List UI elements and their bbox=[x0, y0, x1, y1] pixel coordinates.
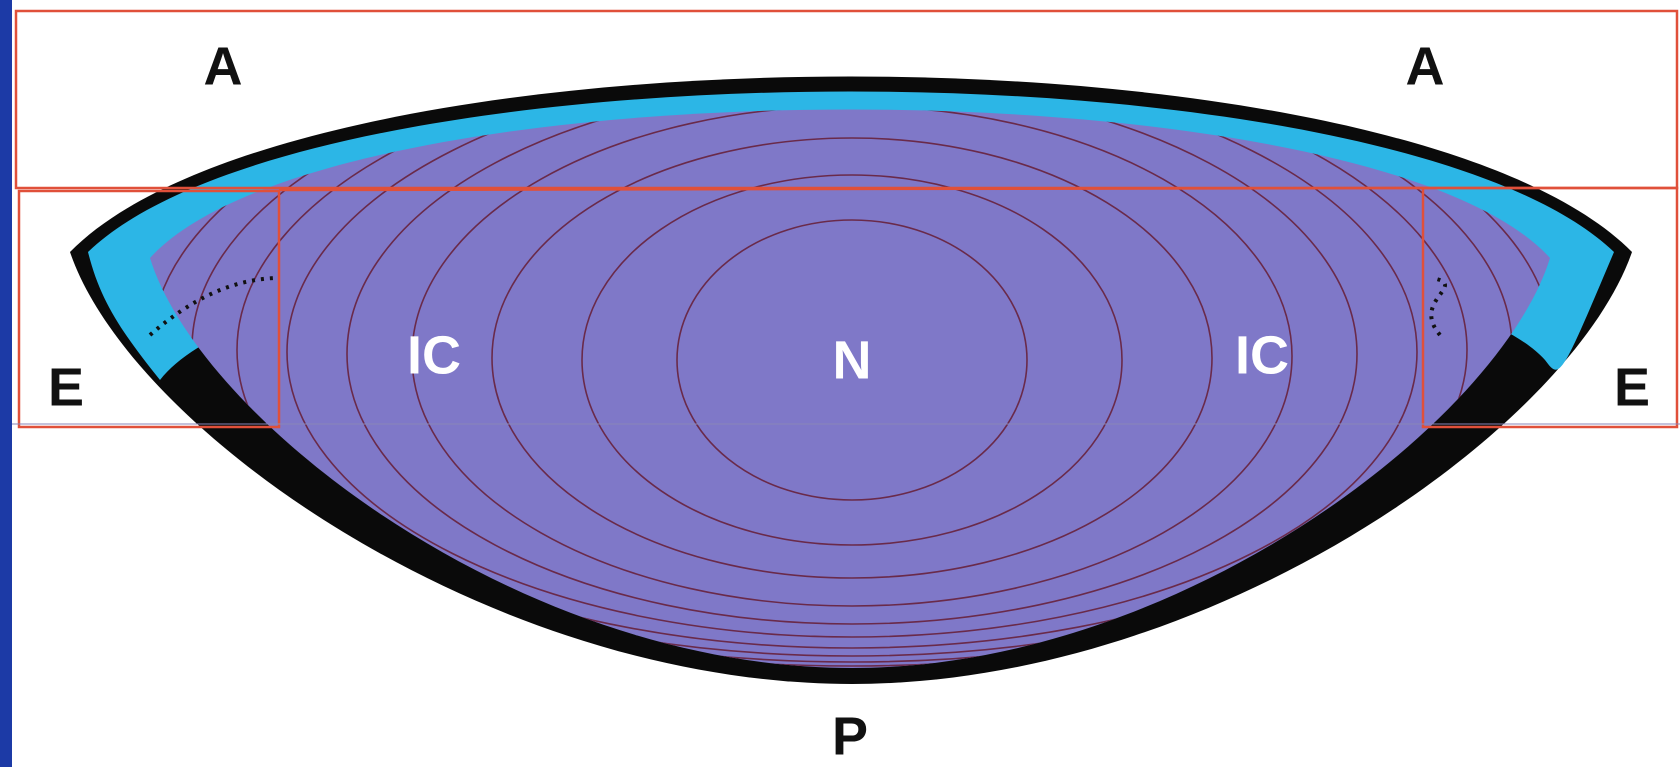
page: {"labels": ["A", "A", "E", "E", "IC", "N… bbox=[0, 0, 1680, 767]
lens-diagram: A A E E IC N IC P bbox=[0, 0, 1680, 767]
label-equator: E bbox=[1614, 357, 1650, 417]
label-intermediate-cortex: IC bbox=[1235, 325, 1289, 385]
label-posterior: P bbox=[832, 706, 868, 766]
label-anterior: A bbox=[204, 36, 243, 96]
label-anterior: A bbox=[1406, 36, 1445, 96]
left-edge-strip bbox=[0, 0, 12, 767]
label-nucleus: N bbox=[833, 330, 872, 390]
label-intermediate-cortex: IC bbox=[407, 325, 461, 385]
label-equator: E bbox=[48, 357, 84, 417]
